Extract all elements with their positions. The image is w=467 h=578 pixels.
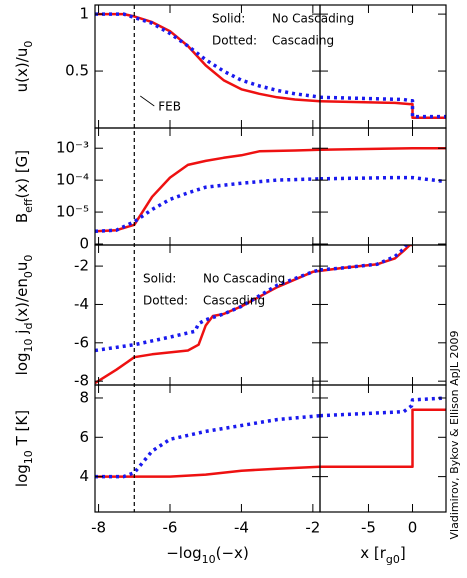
data-line	[95, 12, 320, 103]
panel-frame	[94, 384, 321, 513]
data-line	[320, 175, 446, 184]
x-tick-label: -4	[234, 519, 249, 537]
y-axis-label-part: d	[22, 323, 35, 330]
y-axis-label-part: eff	[22, 198, 35, 213]
y-tick-label: 10⁻⁵	[56, 203, 89, 221]
data-line	[95, 465, 320, 478]
note-key: Solid:	[143, 272, 176, 286]
y-axis-label: u(x)/u0	[13, 41, 35, 93]
y-axis-label-part: u	[13, 262, 31, 272]
y-tick-label: 6	[79, 428, 89, 446]
note-text: No Cascading	[203, 272, 285, 286]
feb-label: FEB	[158, 100, 181, 114]
note-text: Cascading	[203, 294, 265, 308]
y-tick-label: -4	[74, 295, 89, 313]
y-tick-label: 8	[79, 388, 89, 406]
y-tick-label: 1	[79, 5, 89, 23]
x-axis-label-part: x [r	[360, 544, 386, 562]
x-axis-label-part: −log	[166, 544, 201, 562]
y-tick-label: -2	[74, 257, 89, 275]
y-axis-label-part: 10	[22, 450, 35, 464]
data-line	[95, 12, 320, 100]
feb-leader	[140, 95, 155, 107]
x-tick-label: -5	[361, 519, 376, 537]
x-axis-label-part: g0	[386, 553, 400, 566]
x-axis-label-part: (−x)	[216, 544, 249, 562]
y-tick-label: 10⁻³	[56, 139, 89, 157]
note-text: No Cascading	[272, 12, 354, 26]
panel-frame	[319, 127, 447, 246]
y-tick-label: 0.5	[65, 62, 89, 80]
x-tick-label: 0	[408, 519, 418, 537]
y-axis-label: log10 T [K]	[13, 410, 35, 487]
x-axis-label-part: ]	[400, 544, 406, 562]
note-text: Cascading	[272, 34, 334, 48]
data-line	[320, 99, 446, 120]
x-axis-label: −log10(−x)	[166, 544, 249, 566]
y-axis-label-part: 10	[22, 338, 35, 352]
y-axis-label-part: 0	[22, 255, 35, 262]
panel-frame	[319, 244, 447, 386]
note-key: Solid:	[212, 12, 245, 26]
panel-frame	[319, 384, 447, 513]
y-axis-label-part: u(x)/u	[13, 48, 31, 93]
note-key: Dotted:	[143, 294, 188, 308]
x-axis-label-part: 10	[202, 553, 216, 566]
y-axis-label-part: 0	[22, 41, 35, 48]
data-line	[95, 148, 320, 233]
x-axis-label: x [rg0]	[360, 544, 406, 566]
y-tick-label: -8	[74, 372, 89, 390]
data-line	[320, 408, 446, 469]
y-axis-label: log10 jd(x)/en0u0	[13, 255, 35, 376]
y-axis-label-part: B	[13, 213, 31, 223]
data-line	[320, 146, 446, 151]
y-tick-label: 0	[79, 234, 89, 252]
data-line	[95, 268, 320, 353]
panel-frame	[94, 244, 321, 386]
y-axis-label-part: log	[13, 352, 31, 375]
data-line	[320, 396, 446, 418]
y-axis-label-part: (x) [G]	[13, 150, 31, 199]
y-axis-label-part: T [K]	[13, 410, 31, 450]
data-line	[95, 269, 320, 385]
y-axis-label: Beff(x) [G]	[13, 150, 35, 223]
x-tick-label: -6	[163, 519, 178, 537]
y-tick-label: -6	[74, 333, 89, 351]
credit: Vladimirov, Bykov & Ellison ApJL 2009	[448, 331, 461, 540]
y-axis-label-part: (x)/en	[13, 278, 31, 322]
y-tick-label: 10⁻⁴	[56, 171, 89, 189]
note-key: Dotted:	[212, 34, 257, 48]
data-line	[95, 177, 320, 234]
data-line	[320, 95, 446, 119]
y-axis-label-part: 0	[22, 271, 35, 278]
y-axis-label-part: j	[13, 330, 31, 339]
x-tick-label: -2	[305, 519, 320, 537]
x-tick-label: -8	[91, 519, 106, 537]
y-tick-label: 4	[79, 467, 89, 485]
y-axis-label-part: log	[13, 464, 31, 487]
